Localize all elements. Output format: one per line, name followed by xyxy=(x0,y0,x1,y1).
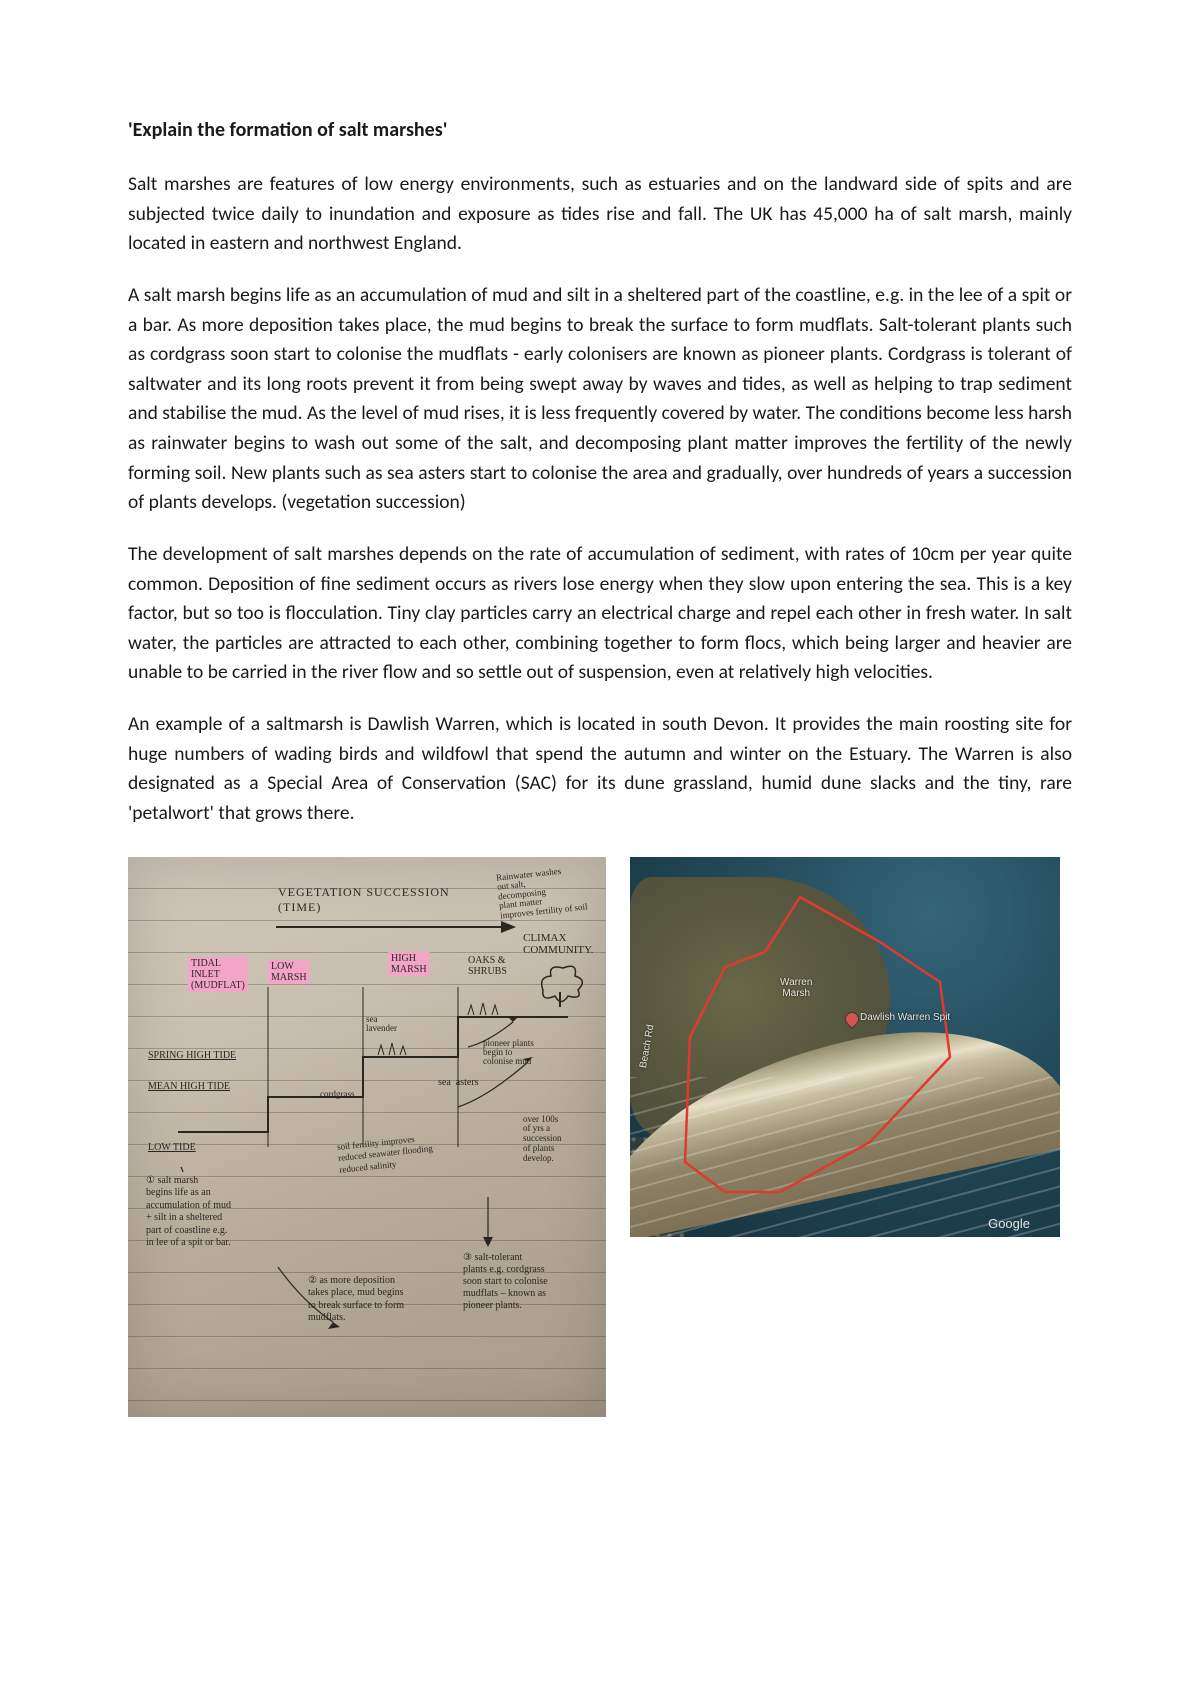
notes-over-100s: over 100s of yrs a succession of plants … xyxy=(523,1115,562,1164)
notes-low-tide: LOW TIDE xyxy=(148,1142,196,1153)
images-row: VEGETATION SUCCESSION (TIME) Rainwater w… xyxy=(128,857,1072,1417)
notes-sea-lavender: sea lavender xyxy=(366,1015,397,1034)
notes-cordgrass: cordgrass xyxy=(320,1089,355,1099)
notes-pioneer-plants: pioneer plants begin to colonise mud xyxy=(483,1039,534,1067)
notes-climax-label: CLIMAX COMMUNITY. xyxy=(523,932,593,956)
step-arrows-icon xyxy=(148,1167,578,1367)
notes-col-high-marsh: HIGH MARSH xyxy=(388,952,430,976)
map-credit: Google xyxy=(988,1216,1030,1231)
notes-content: VEGETATION SUCCESSION (TIME) Rainwater w… xyxy=(128,857,606,1417)
notes-arrow-caption: Rainwater washes out salt, decomposing p… xyxy=(496,864,588,920)
document-page: 'Explain the formation of salt marshes' … xyxy=(0,0,1200,1698)
satellite-map-figure: Dawlish Warren Spit Warren Marsh Beach R… xyxy=(630,857,1060,1237)
notes-heading: VEGETATION SUCCESSION (TIME) xyxy=(278,885,450,915)
succession-arrow-icon xyxy=(276,917,516,937)
notes-sea-asters: sea asters xyxy=(438,1077,479,1088)
notes-mean-tide: MEAN HIGH TIDE xyxy=(148,1081,230,1092)
map-secondary-label: Warren Marsh xyxy=(780,977,812,999)
notes-col-low-marsh: LOW MARSH xyxy=(268,960,310,984)
notes-spring-tide: SPRING HIGH TIDE xyxy=(148,1050,236,1061)
paragraph-3: The development of salt marshes depends … xyxy=(128,540,1072,688)
map-trail-icon xyxy=(630,857,1060,1237)
notes-col-oaks: OAKS & SHRUBS xyxy=(468,955,507,977)
page-title: 'Explain the formation of salt marshes' xyxy=(128,118,1072,142)
paragraph-2: A salt marsh begins life as an accumulat… xyxy=(128,281,1072,518)
map-place-label: Dawlish Warren Spit xyxy=(860,1012,950,1023)
paragraph-4: An example of a saltmarsh is Dawlish War… xyxy=(128,710,1072,829)
paragraph-1: Salt marshes are features of low energy … xyxy=(128,170,1072,259)
handwritten-notes-figure: VEGETATION SUCCESSION (TIME) Rainwater w… xyxy=(128,857,606,1417)
